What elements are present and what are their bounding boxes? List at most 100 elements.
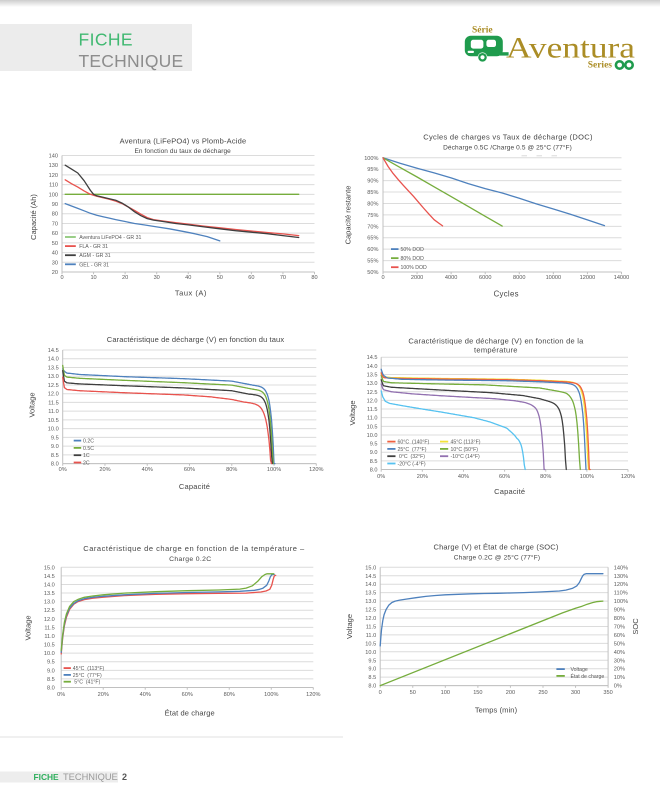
svg-text:15.0: 15.0: [365, 565, 376, 571]
svg-text:30: 30: [154, 275, 160, 281]
svg-text:13.0: 13.0: [367, 381, 378, 387]
svg-text:Charge 0.2C: Charge 0.2C: [169, 556, 211, 563]
svg-text:14.5: 14.5: [44, 574, 55, 580]
svg-text:15.0: 15.0: [44, 565, 55, 571]
svg-text:Charge 0.2C @ 25°C (77°F): Charge 0.2C @ 25°C (77°F): [454, 554, 541, 562]
svg-text:13.0: 13.0: [48, 374, 59, 380]
svg-text:120%: 120%: [614, 582, 628, 588]
svg-text:40: 40: [52, 251, 58, 257]
svg-text:-20°C (-4°F): -20°C (-4°F): [398, 462, 426, 468]
svg-text:Cycles de charges vs Taux de d: Cycles de charges vs Taux de décharge (D…: [423, 133, 593, 142]
svg-text:Series: Series: [588, 61, 613, 71]
svg-text:60%: 60%: [184, 467, 195, 473]
svg-text:AGM - GR 31: AGM - GR 31: [79, 253, 111, 259]
svg-text:État de charge: État de charge: [165, 709, 215, 718]
svg-text:10.5: 10.5: [367, 424, 378, 430]
svg-text:9.0: 9.0: [51, 444, 59, 450]
svg-text:20%: 20%: [417, 474, 428, 480]
svg-text:11.5: 11.5: [367, 407, 377, 413]
svg-text:120%: 120%: [306, 692, 320, 698]
svg-text:250: 250: [538, 690, 547, 696]
svg-text:Décharge 0.5C /Charge 0.5 @ 25: Décharge 0.5C /Charge 0.5 @ 25°C (77°F): [443, 144, 572, 152]
svg-text:200: 200: [506, 690, 515, 696]
svg-text:12.0: 12.0: [44, 617, 55, 623]
svg-text:11.0: 11.0: [44, 634, 54, 640]
svg-text:80%: 80%: [614, 616, 625, 622]
svg-text:8.5: 8.5: [370, 459, 378, 465]
svg-text:Charge (V) et État de charge (: Charge (V) et État de charge (SOC): [434, 543, 559, 552]
svg-text:40%: 40%: [458, 474, 469, 480]
svg-text:9.5: 9.5: [47, 660, 55, 666]
svg-text:90%: 90%: [367, 179, 378, 185]
svg-text:8.0: 8.0: [370, 468, 378, 474]
svg-text:80%: 80%: [226, 467, 237, 473]
svg-text:140%: 140%: [614, 565, 628, 571]
svg-text:14.0: 14.0: [44, 582, 55, 588]
svg-text:2C: 2C: [83, 461, 90, 467]
svg-text:8.5: 8.5: [51, 453, 59, 459]
svg-text:État de charge: État de charge: [571, 673, 605, 680]
svg-text:-10°C (14°F): -10°C (14°F): [451, 454, 481, 460]
svg-text:65%: 65%: [367, 236, 378, 242]
svg-text:10.0: 10.0: [48, 427, 59, 433]
svg-text:12.0: 12.0: [365, 616, 376, 622]
svg-text:70%: 70%: [367, 224, 378, 230]
svg-text:80%: 80%: [367, 201, 378, 207]
svg-text:11.5: 11.5: [48, 400, 58, 406]
svg-text:1C: 1C: [83, 453, 90, 459]
svg-text:13.0: 13.0: [365, 599, 376, 605]
svg-text:0: 0: [379, 690, 382, 696]
svg-text:120%: 120%: [621, 474, 635, 480]
svg-text:0°C (32°F): 0°C (32°F): [398, 454, 426, 460]
svg-text:60: 60: [52, 231, 58, 237]
svg-text:14.5: 14.5: [48, 348, 59, 354]
svg-text:Aventura LiFePO4 - GR 31: Aventura LiFePO4 - GR 31: [79, 235, 141, 241]
svg-text:80: 80: [52, 212, 58, 218]
svg-text:130: 130: [49, 163, 58, 169]
svg-text:70: 70: [52, 221, 58, 227]
svg-text:30%: 30%: [614, 658, 625, 664]
svg-text:10.5: 10.5: [44, 643, 55, 649]
svg-text:Voltage: Voltage: [24, 615, 33, 640]
svg-text:Voltage: Voltage: [28, 392, 37, 417]
svg-text:9.5: 9.5: [51, 435, 59, 441]
svg-text:10.0: 10.0: [44, 651, 55, 657]
svg-text:60°C (140°F): 60°C (140°F): [398, 440, 430, 446]
svg-text:13.5: 13.5: [48, 365, 59, 371]
svg-text:5°C (41°F): 5°C (41°F): [73, 680, 101, 686]
svg-text:50: 50: [410, 690, 416, 696]
svg-text:300: 300: [571, 690, 580, 696]
svg-text:0%: 0%: [377, 474, 385, 480]
svg-text:60%: 60%: [614, 633, 625, 639]
svg-text:20%: 20%: [614, 667, 625, 673]
svg-text:60: 60: [248, 275, 254, 281]
svg-text:45°C (113°F): 45°C (113°F): [451, 440, 481, 446]
svg-text:Taux (A): Taux (A): [175, 288, 207, 297]
svg-text:FICHE: FICHE: [34, 772, 60, 782]
svg-text:8.0: 8.0: [47, 685, 55, 691]
svg-text:Cycles: Cycles: [494, 290, 519, 299]
svg-text:100: 100: [49, 192, 58, 198]
svg-text:Aventura: Aventura: [506, 32, 635, 65]
svg-text:130%: 130%: [614, 574, 628, 580]
svg-text:9.0: 9.0: [370, 450, 378, 456]
svg-text:2: 2: [122, 772, 127, 782]
svg-text:30: 30: [52, 260, 58, 266]
svg-text:20%: 20%: [99, 467, 110, 473]
svg-text:Caractéristique de décharge (V: Caractéristique de décharge (V) en fonct…: [107, 335, 285, 344]
svg-text:12.5: 12.5: [367, 390, 378, 396]
svg-text:10.5: 10.5: [365, 641, 376, 647]
svg-text:4000: 4000: [445, 275, 457, 281]
svg-text:Caractéristique de décharge (V: Caractéristique de décharge (V) en fonct…: [408, 337, 584, 346]
svg-text:25°C (77°F): 25°C (77°F): [398, 447, 427, 453]
svg-text:60%: 60%: [367, 247, 378, 253]
svg-text:10000: 10000: [546, 275, 562, 281]
svg-text:Capacité (Ah): Capacité (Ah): [29, 194, 38, 240]
svg-text:12000: 12000: [580, 275, 596, 281]
svg-text:80% DOD: 80% DOD: [401, 256, 425, 262]
svg-text:12.5: 12.5: [44, 608, 55, 614]
svg-text:11.0: 11.0: [367, 416, 377, 422]
svg-text:110%: 110%: [614, 591, 628, 597]
svg-text:20%: 20%: [98, 692, 109, 698]
svg-text:SOC: SOC: [631, 618, 640, 635]
